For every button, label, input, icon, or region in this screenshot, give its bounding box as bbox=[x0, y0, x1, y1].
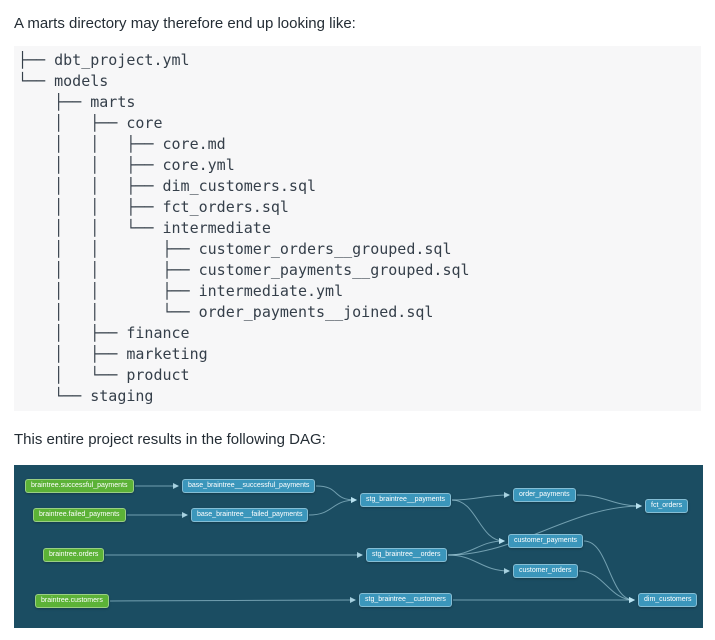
dag-node-dim_customers: dim_customers bbox=[638, 593, 698, 607]
dag-node-braintree.successful_payments: braintree.successful_payments bbox=[25, 479, 134, 493]
dag-node-stg_braintree__orders: stg_braintree__orders bbox=[366, 548, 447, 562]
dag-node-braintree.failed_payments: braintree.failed_payments bbox=[33, 508, 126, 522]
dag-node-braintree.orders: braintree.orders bbox=[43, 548, 105, 562]
dag-node-stg_braintree__customers: stg_braintree__customers bbox=[359, 593, 452, 607]
dag-image[interactable]: braintree.successful_payments braintree.f… bbox=[14, 465, 703, 628]
dag-node-customer_payments: customer_payments bbox=[508, 534, 584, 548]
dag-node-stg_braintree__payments: stg_braintree__payments bbox=[360, 493, 451, 507]
dag-node-braintree.customers: braintree.customers bbox=[35, 594, 109, 608]
dag-node-customer_orders: customer_orders bbox=[513, 564, 578, 578]
marts-directory-intro-text: A marts directory may therefore end up l… bbox=[14, 15, 356, 32]
dag-node-fct_orders: fct_orders bbox=[645, 499, 689, 513]
dag-node-base_braintree__failed_payments: base_braintree__failed_payments bbox=[191, 508, 309, 522]
dag-node-order_payments: order_payments bbox=[513, 488, 576, 502]
dag-node-base_braintree__successful_payments: base_braintree__successful_payments bbox=[182, 479, 316, 493]
directory-tree-code-block: ├── dbt_project.yml └── models ├── marts… bbox=[14, 46, 701, 411]
dag-intro-text: This entire project results in the follo… bbox=[14, 431, 326, 448]
dag-edges-layer bbox=[105, 483, 642, 604]
